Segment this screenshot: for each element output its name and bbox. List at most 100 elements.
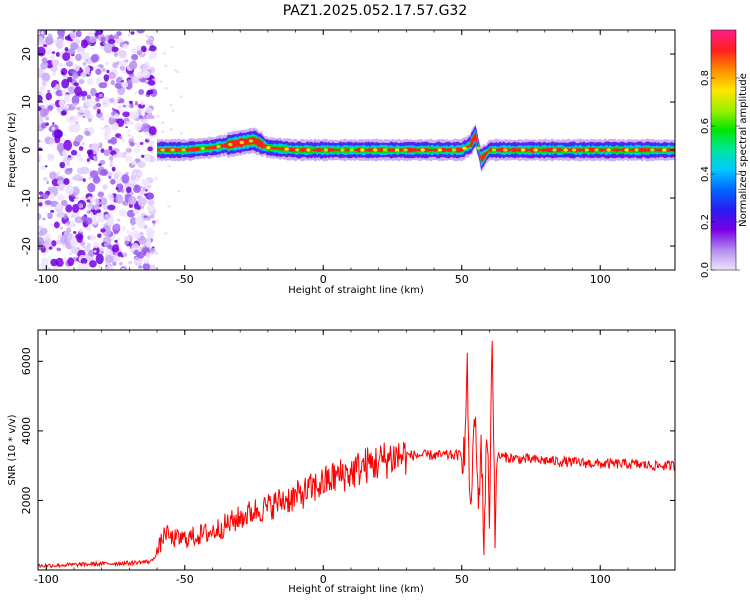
noise-blob xyxy=(134,102,139,106)
noise-blob xyxy=(139,231,144,237)
noise-blob xyxy=(52,122,55,125)
noise-blob xyxy=(76,107,81,111)
noise-blob xyxy=(125,126,128,129)
noise-blob xyxy=(128,260,133,265)
noise-blob xyxy=(64,168,73,175)
noise-blob xyxy=(61,199,68,206)
noise-blob xyxy=(171,109,175,112)
noise-blob xyxy=(107,171,113,178)
noise-blob xyxy=(126,121,131,126)
noise-blob xyxy=(100,36,106,43)
spectrogram-signal-ridge xyxy=(157,123,675,173)
noise-blob xyxy=(118,262,123,266)
noise-blob xyxy=(70,149,78,156)
noise-blob xyxy=(137,220,146,229)
noise-blob xyxy=(41,72,51,82)
noise-blob xyxy=(129,217,137,226)
ridge-hotspot xyxy=(451,148,457,152)
noise-blob xyxy=(69,30,78,40)
noise-blob xyxy=(121,70,125,74)
noise-blob xyxy=(51,126,56,131)
noise-blob xyxy=(110,116,114,119)
noise-blob xyxy=(152,223,156,227)
noise-blob xyxy=(113,101,117,106)
noise-blob xyxy=(92,246,100,255)
noise-blob xyxy=(51,72,57,76)
noise-blob xyxy=(114,113,120,118)
noise-blob xyxy=(94,198,100,204)
noise-blob xyxy=(38,139,41,143)
noise-blob xyxy=(129,232,134,237)
noise-blob xyxy=(128,105,132,108)
colorbar-tick-label: 0.4 xyxy=(700,166,711,182)
noise-blob xyxy=(84,98,94,108)
noise-blob xyxy=(72,103,75,107)
noise-blob xyxy=(145,241,151,248)
noise-blob xyxy=(99,168,109,176)
noise-blob xyxy=(104,214,110,220)
noise-blob xyxy=(126,186,132,194)
noise-blob xyxy=(131,47,137,54)
noise-blob xyxy=(53,221,60,229)
noise-blob xyxy=(136,50,143,56)
noise-blob xyxy=(92,194,95,198)
noise-blob xyxy=(64,104,70,109)
noise-blob xyxy=(95,97,100,102)
noise-blob xyxy=(61,72,65,75)
snr-series-group xyxy=(38,340,675,569)
noise-blob xyxy=(115,194,124,204)
ridge-hotspot xyxy=(503,148,508,152)
noise-blob xyxy=(78,157,85,162)
noise-blob xyxy=(130,173,137,181)
noise-blob xyxy=(86,210,90,213)
noise-blob xyxy=(143,153,151,162)
snr-panel: -100 -50 0 50 100 2000 4000 6000 Height of str… xyxy=(7,329,676,595)
noise-blob xyxy=(103,43,113,54)
noise-blob xyxy=(90,114,94,120)
noise-blob xyxy=(80,51,88,60)
noise-blob xyxy=(67,48,76,56)
noise-blob xyxy=(89,204,92,207)
noise-blob xyxy=(40,140,44,143)
noise-blob xyxy=(62,149,69,158)
noise-blob xyxy=(170,45,174,49)
noise-blob xyxy=(108,116,116,125)
noise-blob xyxy=(107,263,111,267)
noise-blob xyxy=(60,68,68,76)
noise-blob xyxy=(116,218,121,222)
noise-blob xyxy=(38,236,44,246)
noise-blob xyxy=(59,161,66,169)
x-tick-label: 100 xyxy=(590,573,611,586)
noise-blob xyxy=(72,123,81,133)
noise-blob xyxy=(39,86,46,92)
noise-blob xyxy=(102,184,108,190)
noise-blob xyxy=(98,265,102,269)
noise-blob xyxy=(138,88,145,96)
noise-blob xyxy=(143,258,150,264)
noise-blob xyxy=(104,254,114,264)
noise-blob xyxy=(112,62,118,68)
noise-blob xyxy=(80,257,88,265)
noise-blob xyxy=(60,110,67,116)
noise-blob xyxy=(51,240,57,247)
noise-blob xyxy=(98,197,108,206)
noise-blob xyxy=(118,98,125,104)
ridge-hotspot xyxy=(606,148,611,152)
noise-blob xyxy=(65,204,73,213)
snr-series-line xyxy=(38,340,675,569)
noise-blob xyxy=(130,160,137,166)
noise-blob xyxy=(138,114,143,119)
noise-blob xyxy=(147,192,154,200)
noise-blob xyxy=(104,265,113,270)
noise-blob xyxy=(176,70,180,74)
noise-blob xyxy=(107,204,116,211)
noise-blob xyxy=(129,60,138,70)
noise-blob xyxy=(51,51,56,54)
noise-blob xyxy=(138,237,147,245)
noise-blob xyxy=(146,184,152,189)
noise-blob xyxy=(110,136,117,145)
noise-blob xyxy=(117,251,123,257)
noise-blob xyxy=(133,184,141,194)
colorbar-ticks: 0.0 0.2 0.4 0.6 0.8 xyxy=(700,70,740,278)
